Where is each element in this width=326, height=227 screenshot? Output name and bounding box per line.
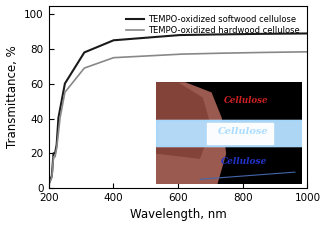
TEMPO-oxidized hardwood cellulose [60, 107, 64, 110]
TEMPO-oxidized softwood cellulose [60, 98, 64, 101]
TEMPO-oxidized hardwood cellulose [172, 53, 176, 56]
TEMPO-oxidized hardwood cellulose [250, 51, 254, 54]
TEMPO-oxidized hardwood cellulose [166, 53, 170, 56]
Line: TEMPO-oxidized softwood cellulose: TEMPO-oxidized softwood cellulose [49, 33, 307, 185]
X-axis label: Wavelength, nm: Wavelength, nm [130, 208, 226, 222]
TEMPO-oxidized softwood cellulose [298, 32, 302, 35]
TEMPO-oxidized hardwood cellulose [47, 183, 51, 186]
TEMPO-oxidized hardwood cellulose [305, 50, 309, 53]
TEMPO-oxidized hardwood cellulose [298, 51, 302, 53]
TEMPO-oxidized softwood cellulose [47, 183, 51, 186]
TEMPO-oxidized softwood cellulose [166, 35, 170, 37]
TEMPO-oxidized softwood cellulose [298, 32, 302, 35]
Line: TEMPO-oxidized hardwood cellulose: TEMPO-oxidized hardwood cellulose [49, 52, 307, 185]
Y-axis label: Transmittance, %: Transmittance, % [6, 45, 19, 148]
TEMPO-oxidized softwood cellulose [250, 33, 254, 35]
TEMPO-oxidized softwood cellulose [305, 32, 309, 35]
TEMPO-oxidized hardwood cellulose [298, 51, 302, 53]
Legend: TEMPO-oxidized softwood cellulose, TEMPO-oxidized hardwood cellulose: TEMPO-oxidized softwood cellulose, TEMPO… [123, 12, 303, 39]
TEMPO-oxidized softwood cellulose [172, 34, 176, 37]
